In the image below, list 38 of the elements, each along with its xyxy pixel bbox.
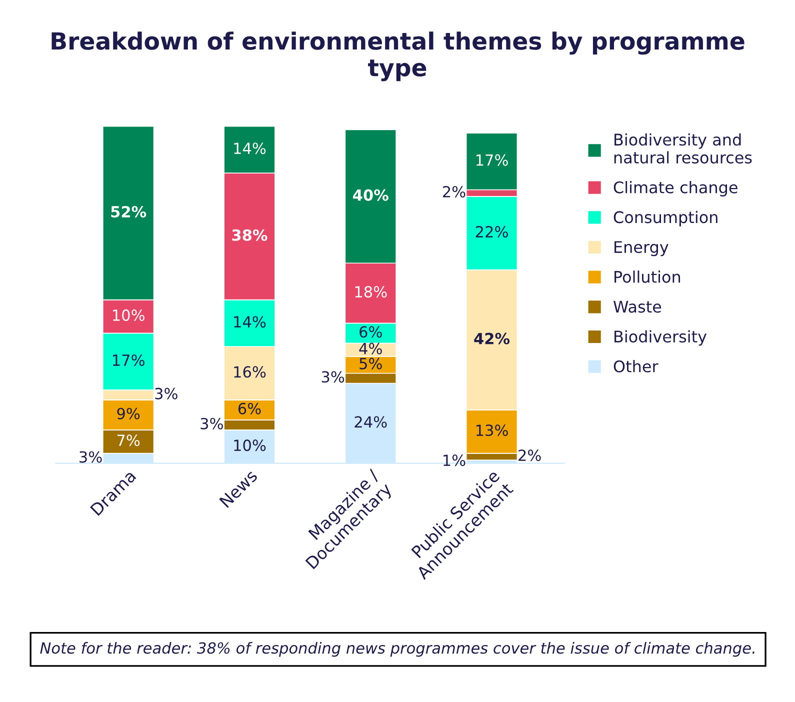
data-label: 6% [360,326,382,338]
data-label: 38% [232,229,268,241]
chart-title: Breakdown of environmental themes by programme type [52,32,744,82]
data-label: 6% [238,402,261,414]
data-label: 5% [360,358,382,370]
legend-label: Waste [613,300,662,313]
data-label: 10% [113,309,144,321]
data-label: 13% [476,424,508,436]
data-label: 2% [442,186,466,198]
data-label: 17% [476,154,508,166]
data-label: 18% [355,286,387,298]
data-label: 17% [113,354,144,366]
legend-label: Consumption [614,210,718,226]
text: Note for the reader: 38% of responding news programmes cover the issue of climate change. [40,642,754,657]
data-label: 42% [474,332,510,344]
data-label: 2% [518,450,541,462]
data-label: 4% [359,342,382,354]
legend-label: Climate change [614,181,738,196]
legend-label: Pollution [614,270,680,283]
data-label: 22% [476,226,508,238]
data-label: 9% [117,408,140,420]
data-label: 52% [111,206,146,218]
data-label: 14% [234,316,266,328]
data-label: 10% [234,440,266,452]
data-label: 3% [80,451,102,463]
legend-label: Biodiversity [614,330,707,346]
legend-label: Other [614,360,658,372]
legend-label: Biodiversity and natural resources [614,133,752,164]
data-label: 7% [117,434,140,446]
data-label: 24% [354,416,387,428]
data-label: 3% [155,388,178,400]
data-label: 40% [353,189,388,201]
data-label: 14% [234,142,266,154]
data-label: 3% [322,371,344,383]
legend-label: Energy [614,241,668,256]
data-label: 1% [444,454,466,466]
data-label: 16% [234,366,266,378]
data-label: 3% [200,418,223,430]
